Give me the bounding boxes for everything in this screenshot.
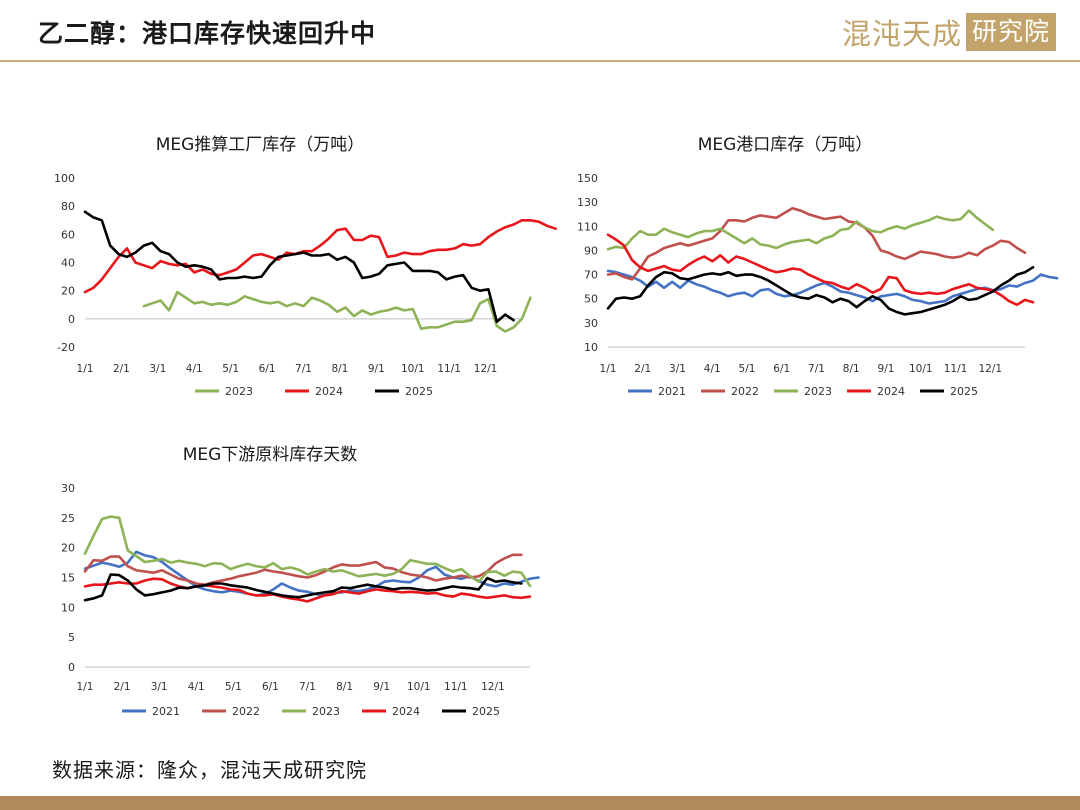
x-tick-label: 1/1 xyxy=(600,363,617,375)
x-tick-label: 7/1 xyxy=(299,681,316,693)
x-tick-label: 9/1 xyxy=(878,363,895,375)
x-tick-label: 9/1 xyxy=(373,681,390,693)
data-source-note: 数据来源：隆众，混沌天成研究院 xyxy=(52,758,367,782)
chart-title: MEG港口库存（万吨） xyxy=(698,135,873,155)
legend-label-2025: 2025 xyxy=(405,385,433,398)
x-tick-label: 3/1 xyxy=(149,363,166,375)
y-tick-label: 30 xyxy=(584,317,598,330)
x-tick-label: 8/1 xyxy=(843,363,860,375)
chart-title: MEG推算工厂库存（万吨） xyxy=(156,135,365,155)
y-tick-label: 30 xyxy=(61,482,75,495)
series-line-2024 xyxy=(83,577,532,603)
series-line-2023 xyxy=(83,515,532,588)
series-line-2021 xyxy=(83,550,540,597)
x-tick-label: 11/1 xyxy=(444,681,468,693)
legend-label-2023: 2023 xyxy=(804,385,832,398)
header-divider xyxy=(0,60,1080,62)
x-tick-label: 4/1 xyxy=(186,363,203,375)
series-line-2022 xyxy=(606,206,1027,281)
x-tick-label: 8/1 xyxy=(331,363,348,375)
brand-logo: 混沌天成 研究院 xyxy=(842,12,1056,52)
legend-label-2025: 2025 xyxy=(950,385,978,398)
y-tick-label: 0 xyxy=(68,661,75,674)
series-line-2025 xyxy=(83,573,523,602)
x-tick-label: 11/1 xyxy=(437,363,461,375)
x-tick-label: 2/1 xyxy=(634,363,651,375)
legend-label-2023: 2023 xyxy=(225,385,253,398)
x-tick-label: 10/1 xyxy=(909,363,933,375)
y-tick-label: 150 xyxy=(577,172,598,185)
y-tick-label: 110 xyxy=(577,220,598,233)
page-title: 乙二醇：港口库存快速回升中 xyxy=(38,19,377,48)
x-tick-label: 8/1 xyxy=(336,681,353,693)
legend-label-2022: 2022 xyxy=(731,385,759,398)
x-tick-label: 12/1 xyxy=(481,681,505,693)
y-tick-label: 15 xyxy=(61,572,75,585)
y-tick-label: 10 xyxy=(61,601,75,614)
legend-label-2025: 2025 xyxy=(472,705,500,718)
legend-label-2021: 2021 xyxy=(658,385,686,398)
series-line-2022 xyxy=(83,553,523,586)
x-tick-label: 6/1 xyxy=(259,363,276,375)
x-tick-label: 12/1 xyxy=(978,363,1002,375)
x-tick-label: 7/1 xyxy=(295,363,312,375)
x-tick-label: 3/1 xyxy=(151,681,168,693)
x-tick-label: 4/1 xyxy=(704,363,721,375)
y-tick-label: 0 xyxy=(68,313,75,326)
y-tick-label: 20 xyxy=(61,542,75,555)
chart-title: MEG下游原料库存天数 xyxy=(183,445,358,465)
x-tick-label: 6/1 xyxy=(262,681,279,693)
y-tick-label: 20 xyxy=(61,285,75,298)
legend-label-2024: 2024 xyxy=(315,385,343,398)
legend-label-2022: 2022 xyxy=(232,705,260,718)
legend-label-2024: 2024 xyxy=(877,385,905,398)
y-tick-label: 25 xyxy=(61,512,75,525)
x-tick-label: 7/1 xyxy=(808,363,825,375)
x-tick-label: 4/1 xyxy=(188,681,205,693)
x-tick-label: 11/1 xyxy=(944,363,968,375)
x-tick-label: 12/1 xyxy=(474,363,498,375)
y-tick-label: 70 xyxy=(584,269,598,282)
y-tick-label: 40 xyxy=(61,257,75,270)
y-tick-label: 5 xyxy=(68,631,75,644)
y-tick-label: 50 xyxy=(584,293,598,306)
legend-label-2021: 2021 xyxy=(152,705,180,718)
x-tick-label: 5/1 xyxy=(739,363,756,375)
port-inventory-chart: MEG港口库存（万吨） 10 30 50 70 90 110 130 150 1/1 2/1 3/1 4… xyxy=(577,135,1059,398)
y-tick-label: 90 xyxy=(584,244,598,257)
x-tick-label: 6/1 xyxy=(773,363,790,375)
x-tick-label: 3/1 xyxy=(669,363,686,375)
y-tick-label: 60 xyxy=(61,228,75,241)
y-tick-label: -20 xyxy=(57,341,75,354)
x-tick-label: 10/1 xyxy=(407,681,431,693)
y-tick-label: 130 xyxy=(577,196,598,209)
y-tick-label: 100 xyxy=(54,172,75,185)
series-line-2024 xyxy=(606,233,1035,307)
y-tick-label: 10 xyxy=(584,341,598,354)
series-line-2025 xyxy=(606,266,1035,316)
y-tick-label: 80 xyxy=(61,200,75,213)
x-tick-label: 10/1 xyxy=(401,363,425,375)
x-tick-label: 2/1 xyxy=(113,363,130,375)
x-tick-label: 1/1 xyxy=(77,363,94,375)
logo-box-text: 研究院 xyxy=(965,13,1056,51)
legend-label-2024: 2024 xyxy=(392,705,420,718)
series-line-2023 xyxy=(606,209,995,251)
x-tick-label: 2/1 xyxy=(114,681,131,693)
factory-inventory-chart: MEG推算工厂库存（万吨） -20 0 20 40 60 80 100 1/1 2/1 3/1 4/1… xyxy=(54,135,557,398)
series-line-2025 xyxy=(83,210,515,323)
footer-bar xyxy=(0,796,1080,810)
x-tick-label: 9/1 xyxy=(368,363,385,375)
series-line-2024 xyxy=(83,219,557,294)
logo-text: 混沌天成 xyxy=(841,17,962,51)
x-tick-label: 5/1 xyxy=(225,681,242,693)
x-tick-label: 5/1 xyxy=(222,363,239,375)
legend-label-2023: 2023 xyxy=(312,705,340,718)
series-line-2023 xyxy=(142,290,532,333)
x-tick-label: 1/1 xyxy=(77,681,94,693)
